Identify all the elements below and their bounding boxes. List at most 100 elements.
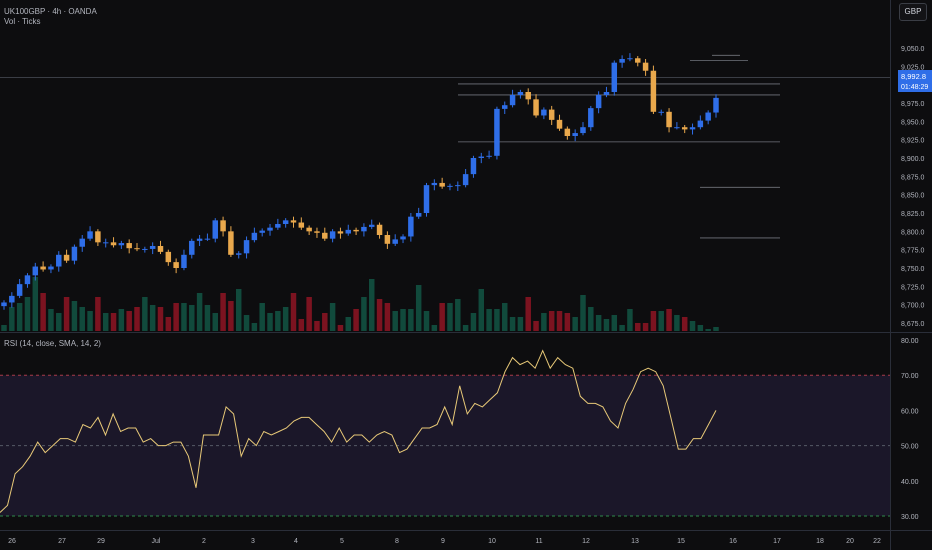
volume-label: Vol · Ticks (4, 17, 41, 26)
volume-bar (470, 313, 477, 331)
candle-body (282, 220, 289, 224)
volume-bar (165, 317, 172, 331)
candle-body (259, 230, 265, 233)
candle-body (102, 242, 109, 244)
time-tick-label: 8 (395, 538, 399, 545)
currency-button[interactable]: GBP (899, 3, 927, 21)
volume-bar (502, 303, 508, 331)
volume-bar (63, 297, 70, 331)
price-tick-label: 8,975.0 (901, 101, 924, 108)
volume-bar (603, 319, 610, 331)
volume-bar (455, 299, 461, 331)
price-tick-label: 8,825.0 (901, 211, 924, 218)
candle-body (189, 240, 195, 255)
volume-bar (259, 303, 265, 331)
rsi-tick-label: 60.00 (901, 408, 919, 415)
price-tick-label: 8,850.0 (901, 193, 924, 200)
price-tick-label: 8,900.0 (901, 156, 924, 163)
candle-body (196, 238, 203, 241)
candle-body (79, 238, 85, 247)
volume-bar (1, 325, 7, 331)
candle-body (533, 99, 539, 116)
candle-body (494, 108, 500, 156)
time-tick-label: 12 (582, 538, 590, 545)
volume-bar (361, 297, 367, 331)
time-tick-label: 20 (846, 538, 854, 545)
volume-bar (666, 309, 672, 331)
candle-body (235, 253, 242, 255)
volume-bar (24, 297, 31, 331)
candle-body (509, 94, 516, 106)
volume-bar (564, 313, 571, 331)
volume-bar (181, 303, 187, 331)
candle-body (275, 224, 281, 228)
candle-body (9, 295, 15, 303)
volume-bar (580, 295, 586, 331)
candle-body (87, 231, 93, 239)
candle-body (470, 158, 477, 175)
volume-bar (157, 307, 164, 331)
volume-bar (697, 325, 704, 331)
volume-bar (713, 327, 719, 331)
volume-bar (322, 313, 328, 331)
volume-bar (556, 311, 563, 331)
candle-body (40, 266, 46, 270)
volume-bar (9, 307, 15, 331)
volume-bar (353, 309, 359, 331)
volume-bar (306, 297, 312, 331)
candle-body (423, 185, 430, 213)
rsi-tick-label: 80.00 (901, 338, 919, 345)
candle-body (361, 226, 367, 232)
rsi-title[interactable]: RSI (14, close, SMA, 14, 2) (4, 339, 101, 348)
candle-body (290, 220, 297, 223)
time-tick-label: 17 (773, 538, 781, 545)
volume-bar (635, 323, 641, 331)
candle-body (306, 227, 312, 232)
volume-bar (611, 315, 618, 331)
candle-body (462, 174, 469, 186)
candle-body (368, 224, 375, 227)
candle-body (95, 231, 101, 243)
volume-bar (588, 307, 594, 331)
candle-body (525, 92, 531, 100)
price-tick-label: 9,025.0 (901, 64, 924, 71)
candle-body (572, 133, 578, 136)
candle-body (517, 92, 524, 95)
volume-bar (220, 293, 226, 331)
volume-bar (627, 309, 633, 331)
volume-bar (439, 303, 445, 331)
candle-body (666, 111, 672, 128)
volume-bar (681, 317, 688, 331)
price-tick-label: 8,750.0 (901, 266, 924, 273)
candle-body (71, 246, 78, 261)
price-tick-label: 8,800.0 (901, 229, 924, 236)
candle-body (595, 94, 602, 109)
volume-bar (87, 311, 93, 331)
volume-bar (541, 313, 547, 331)
candle-body (353, 229, 359, 232)
volume-bar (486, 309, 492, 331)
candle-body (580, 127, 586, 134)
time-tick-label: 10 (488, 538, 496, 545)
volume-bar (235, 289, 242, 331)
volume-bar (423, 311, 430, 331)
time-tick-label: 15 (677, 538, 685, 545)
volume-bar (212, 313, 218, 331)
candle-body (298, 222, 305, 228)
rsi-tick-label: 50.00 (901, 444, 919, 451)
volume-bar (95, 297, 101, 331)
volume-bar (298, 319, 305, 331)
volume-bar (619, 325, 625, 331)
candle-body (173, 262, 179, 268)
time-tick-label: 29 (97, 538, 105, 545)
rsi-line (0, 349, 717, 513)
symbol-title[interactable]: UK100GBP · 4h · OANDA (4, 7, 97, 16)
volume-bar (40, 293, 46, 331)
candle-body (314, 231, 320, 233)
candle-body (243, 240, 250, 254)
volume-bar (408, 309, 414, 331)
candle-body (134, 248, 140, 250)
candle-body (642, 62, 649, 71)
candle-body (400, 236, 406, 240)
